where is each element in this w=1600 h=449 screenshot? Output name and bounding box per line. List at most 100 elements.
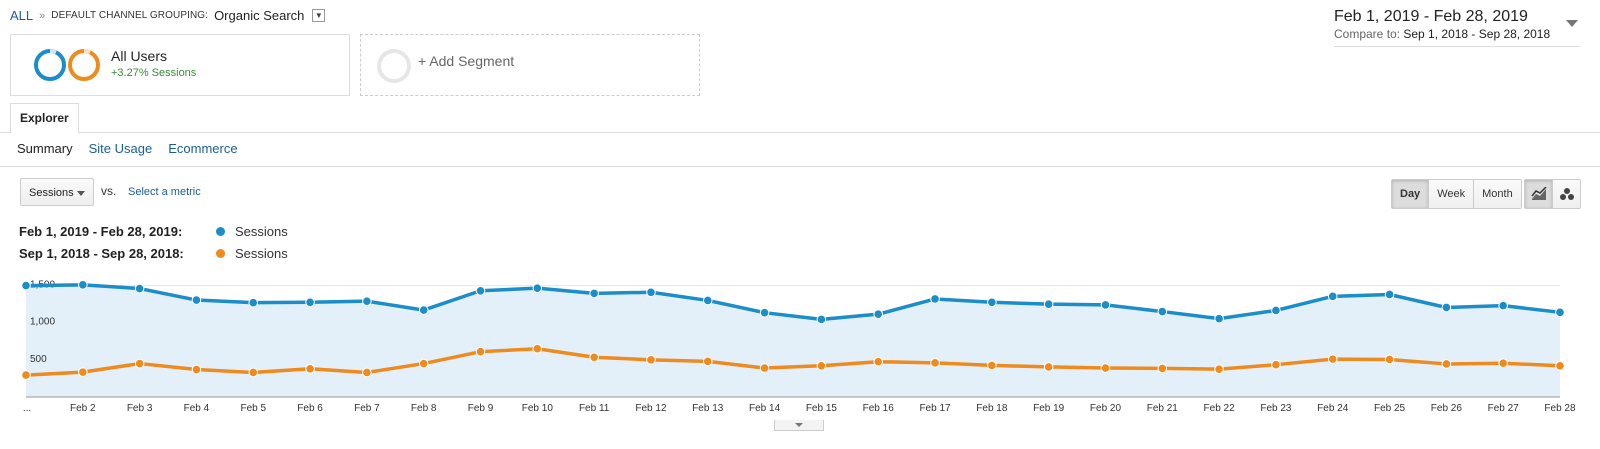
compare-data-point (1441, 359, 1452, 369)
x-tick-label: Feb 28 (1544, 403, 1576, 414)
x-tick-label: Feb 26 (1431, 403, 1463, 414)
select-metric-link[interactable]: Select a metric (128, 186, 201, 198)
primary-data-point (1214, 313, 1224, 324)
date-range-main: Feb 1, 2019 - Feb 28, 2019 (1334, 8, 1528, 25)
tab-bar-divider (0, 132, 1600, 133)
primary-data-point (362, 296, 372, 306)
primary-data-point (1498, 300, 1508, 311)
compare-data-point (816, 361, 827, 371)
add-segment-button[interactable]: + Add Segment (360, 34, 700, 96)
compare-series-line (25, 346, 1561, 377)
legend-compare-dot (216, 249, 225, 258)
primary-series-line (25, 283, 1561, 322)
subtab-ecommerce[interactable]: Ecommerce (168, 141, 238, 156)
primary-data-point (930, 294, 940, 304)
chevron-down-icon (77, 191, 85, 196)
compare-data-point (646, 355, 656, 365)
compare-data-point (1157, 363, 1168, 374)
granularity-week-button[interactable]: Week (1428, 180, 1474, 208)
chart-resize-handle[interactable] (774, 420, 824, 431)
segment-delta: +3.27% Sessions (111, 67, 197, 79)
compare-data-point (873, 356, 884, 367)
x-tick-label: Feb 2 (70, 403, 96, 414)
x-tick-label: Feb 20 (1090, 403, 1122, 414)
x-tick-label: Feb 11 (579, 403, 610, 414)
primary-data-point (1327, 291, 1338, 302)
compare-label: Compare to: (1334, 27, 1401, 41)
legend-primary-series: Sessions (235, 224, 288, 239)
primary-data-point (418, 305, 429, 315)
legend-primary-dot (216, 227, 225, 236)
tab-explorer[interactable]: Explorer (10, 103, 79, 134)
primary-data-point (532, 283, 543, 293)
primary-data-point (78, 280, 88, 290)
x-tick-label: Feb 19 (1033, 403, 1065, 414)
primary-data-point (1157, 306, 1168, 317)
x-tick-label: Feb 13 (692, 403, 724, 414)
x-tick-label: Feb 27 (1488, 403, 1520, 414)
compare-data-point (475, 346, 486, 357)
chart-type-toggle (1524, 179, 1581, 209)
x-tick-label: Feb 7 (354, 403, 380, 414)
add-segment-ring-icon (377, 49, 411, 83)
legend-compare-series: Sessions (235, 246, 288, 261)
breadcrumb-value: Organic Search (214, 8, 305, 23)
date-range-picker[interactable]: Feb 1, 2019 - Feb 28, 2019 Compare to: S… (1334, 8, 1580, 47)
subtab-site-usage[interactable]: Site Usage (88, 141, 153, 156)
primary-data-point (1100, 300, 1111, 310)
x-tick-label: Feb 9 (468, 403, 494, 414)
compare-data-point (248, 367, 259, 378)
x-tick-label: Feb 10 (522, 403, 554, 414)
x-tick-label: Feb 12 (635, 403, 667, 414)
motion-chart-icon[interactable] (1552, 180, 1580, 208)
legend-compare-range: Sep 1, 2018 - Sep 28, 2018: (19, 246, 184, 261)
x-tick-label: Feb 23 (1260, 403, 1292, 414)
x-tick-label: Feb 18 (976, 403, 1008, 414)
breadcrumb-separator: » (39, 9, 46, 22)
chevron-down-icon[interactable] (1566, 20, 1578, 27)
segment-all-users[interactable]: All Users +3.27% Sessions (10, 34, 350, 96)
compare-data-point (1498, 358, 1508, 368)
granularity-month-button[interactable]: Month (1473, 180, 1521, 208)
metric-select-value: Sessions (29, 187, 74, 199)
x-tick-label: Feb 25 (1374, 403, 1406, 414)
primary-data-point (759, 307, 770, 318)
compare-data-point (1043, 362, 1054, 372)
primary-data-point (475, 285, 486, 296)
granularity-day-button[interactable]: Day (1392, 180, 1429, 208)
x-tick-label: Feb 4 (184, 403, 210, 414)
breadcrumb-root-link[interactable]: ALL (10, 8, 34, 23)
primary-data-point (248, 297, 259, 308)
compare-data-point (362, 367, 372, 378)
x-tick-label: Feb 8 (411, 403, 437, 414)
chevron-down-icon (795, 423, 803, 427)
compare-data-point (1271, 359, 1281, 370)
compare-data-point (1100, 363, 1111, 373)
x-tick-label: Feb 15 (806, 403, 838, 414)
primary-data-point (1441, 302, 1452, 313)
compare-data-point (305, 363, 315, 374)
breadcrumb-dropdown-icon[interactable]: ▼ (312, 9, 326, 22)
primary-data-point (1271, 305, 1281, 316)
compare-data-point (21, 370, 31, 380)
primary-data-point (21, 280, 31, 291)
line-chart-icon[interactable] (1525, 180, 1552, 208)
x-tick-label: Feb 14 (749, 403, 781, 414)
compare-data-point (589, 352, 599, 363)
y-tick-label: 1,000 (30, 317, 55, 328)
primary-data-point (702, 295, 713, 306)
compare-data-point (134, 358, 145, 369)
primary-data-point (1555, 307, 1565, 318)
compare-range: Sep 1, 2018 - Sep 28, 2018 (1403, 27, 1551, 41)
breadcrumb-dimension: DEFAULT CHANNEL GROUPING: (51, 10, 209, 21)
compare-data-point (930, 358, 940, 368)
compare-data-point (702, 356, 713, 367)
compare-data-point (1384, 354, 1395, 365)
subtab-summary[interactable]: Summary (17, 141, 73, 156)
x-tick-label: Feb 21 (1147, 403, 1179, 414)
x-tick-label: Feb 24 (1317, 403, 1349, 414)
x-tick-label: Feb 3 (127, 403, 153, 414)
breadcrumb: ALL » DEFAULT CHANNEL GROUPING: Organic … (10, 8, 326, 23)
primary-data-point (134, 283, 145, 294)
metric-select[interactable]: Sessions (20, 178, 94, 206)
